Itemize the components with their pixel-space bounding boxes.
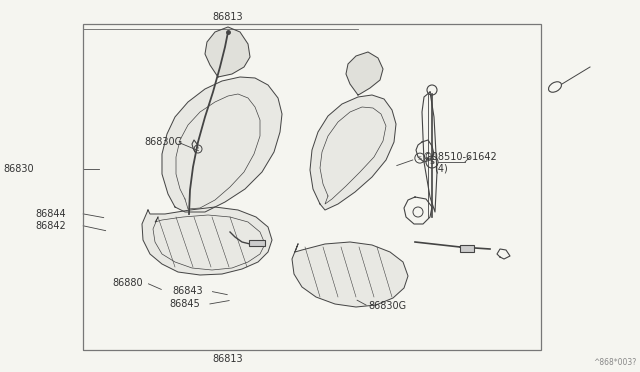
Polygon shape [346,52,383,95]
Polygon shape [292,242,408,307]
Text: ©08510-61642: ©08510-61642 [422,153,497,162]
Polygon shape [205,27,250,77]
Text: 86842: 86842 [35,221,66,231]
Text: 86813: 86813 [212,12,243,22]
Polygon shape [162,77,282,212]
Text: 86844: 86844 [35,209,66,219]
Bar [460,245,474,252]
Text: ^868*003?: ^868*003? [593,358,637,367]
Text: 86880: 86880 [112,279,143,288]
Text: S: S [418,155,422,161]
Text: 86813: 86813 [212,355,243,364]
Text: 86843: 86843 [173,286,204,296]
Polygon shape [310,95,396,210]
Text: (4): (4) [434,163,447,173]
Text: 86830G: 86830G [368,301,406,311]
Text: S: S [429,159,435,165]
Text: 86830G: 86830G [144,137,182,147]
Bar [83,24,541,350]
Text: 86830: 86830 [3,164,34,174]
Polygon shape [142,207,272,275]
Text: 86845: 86845 [170,299,200,309]
Bar [249,240,265,246]
